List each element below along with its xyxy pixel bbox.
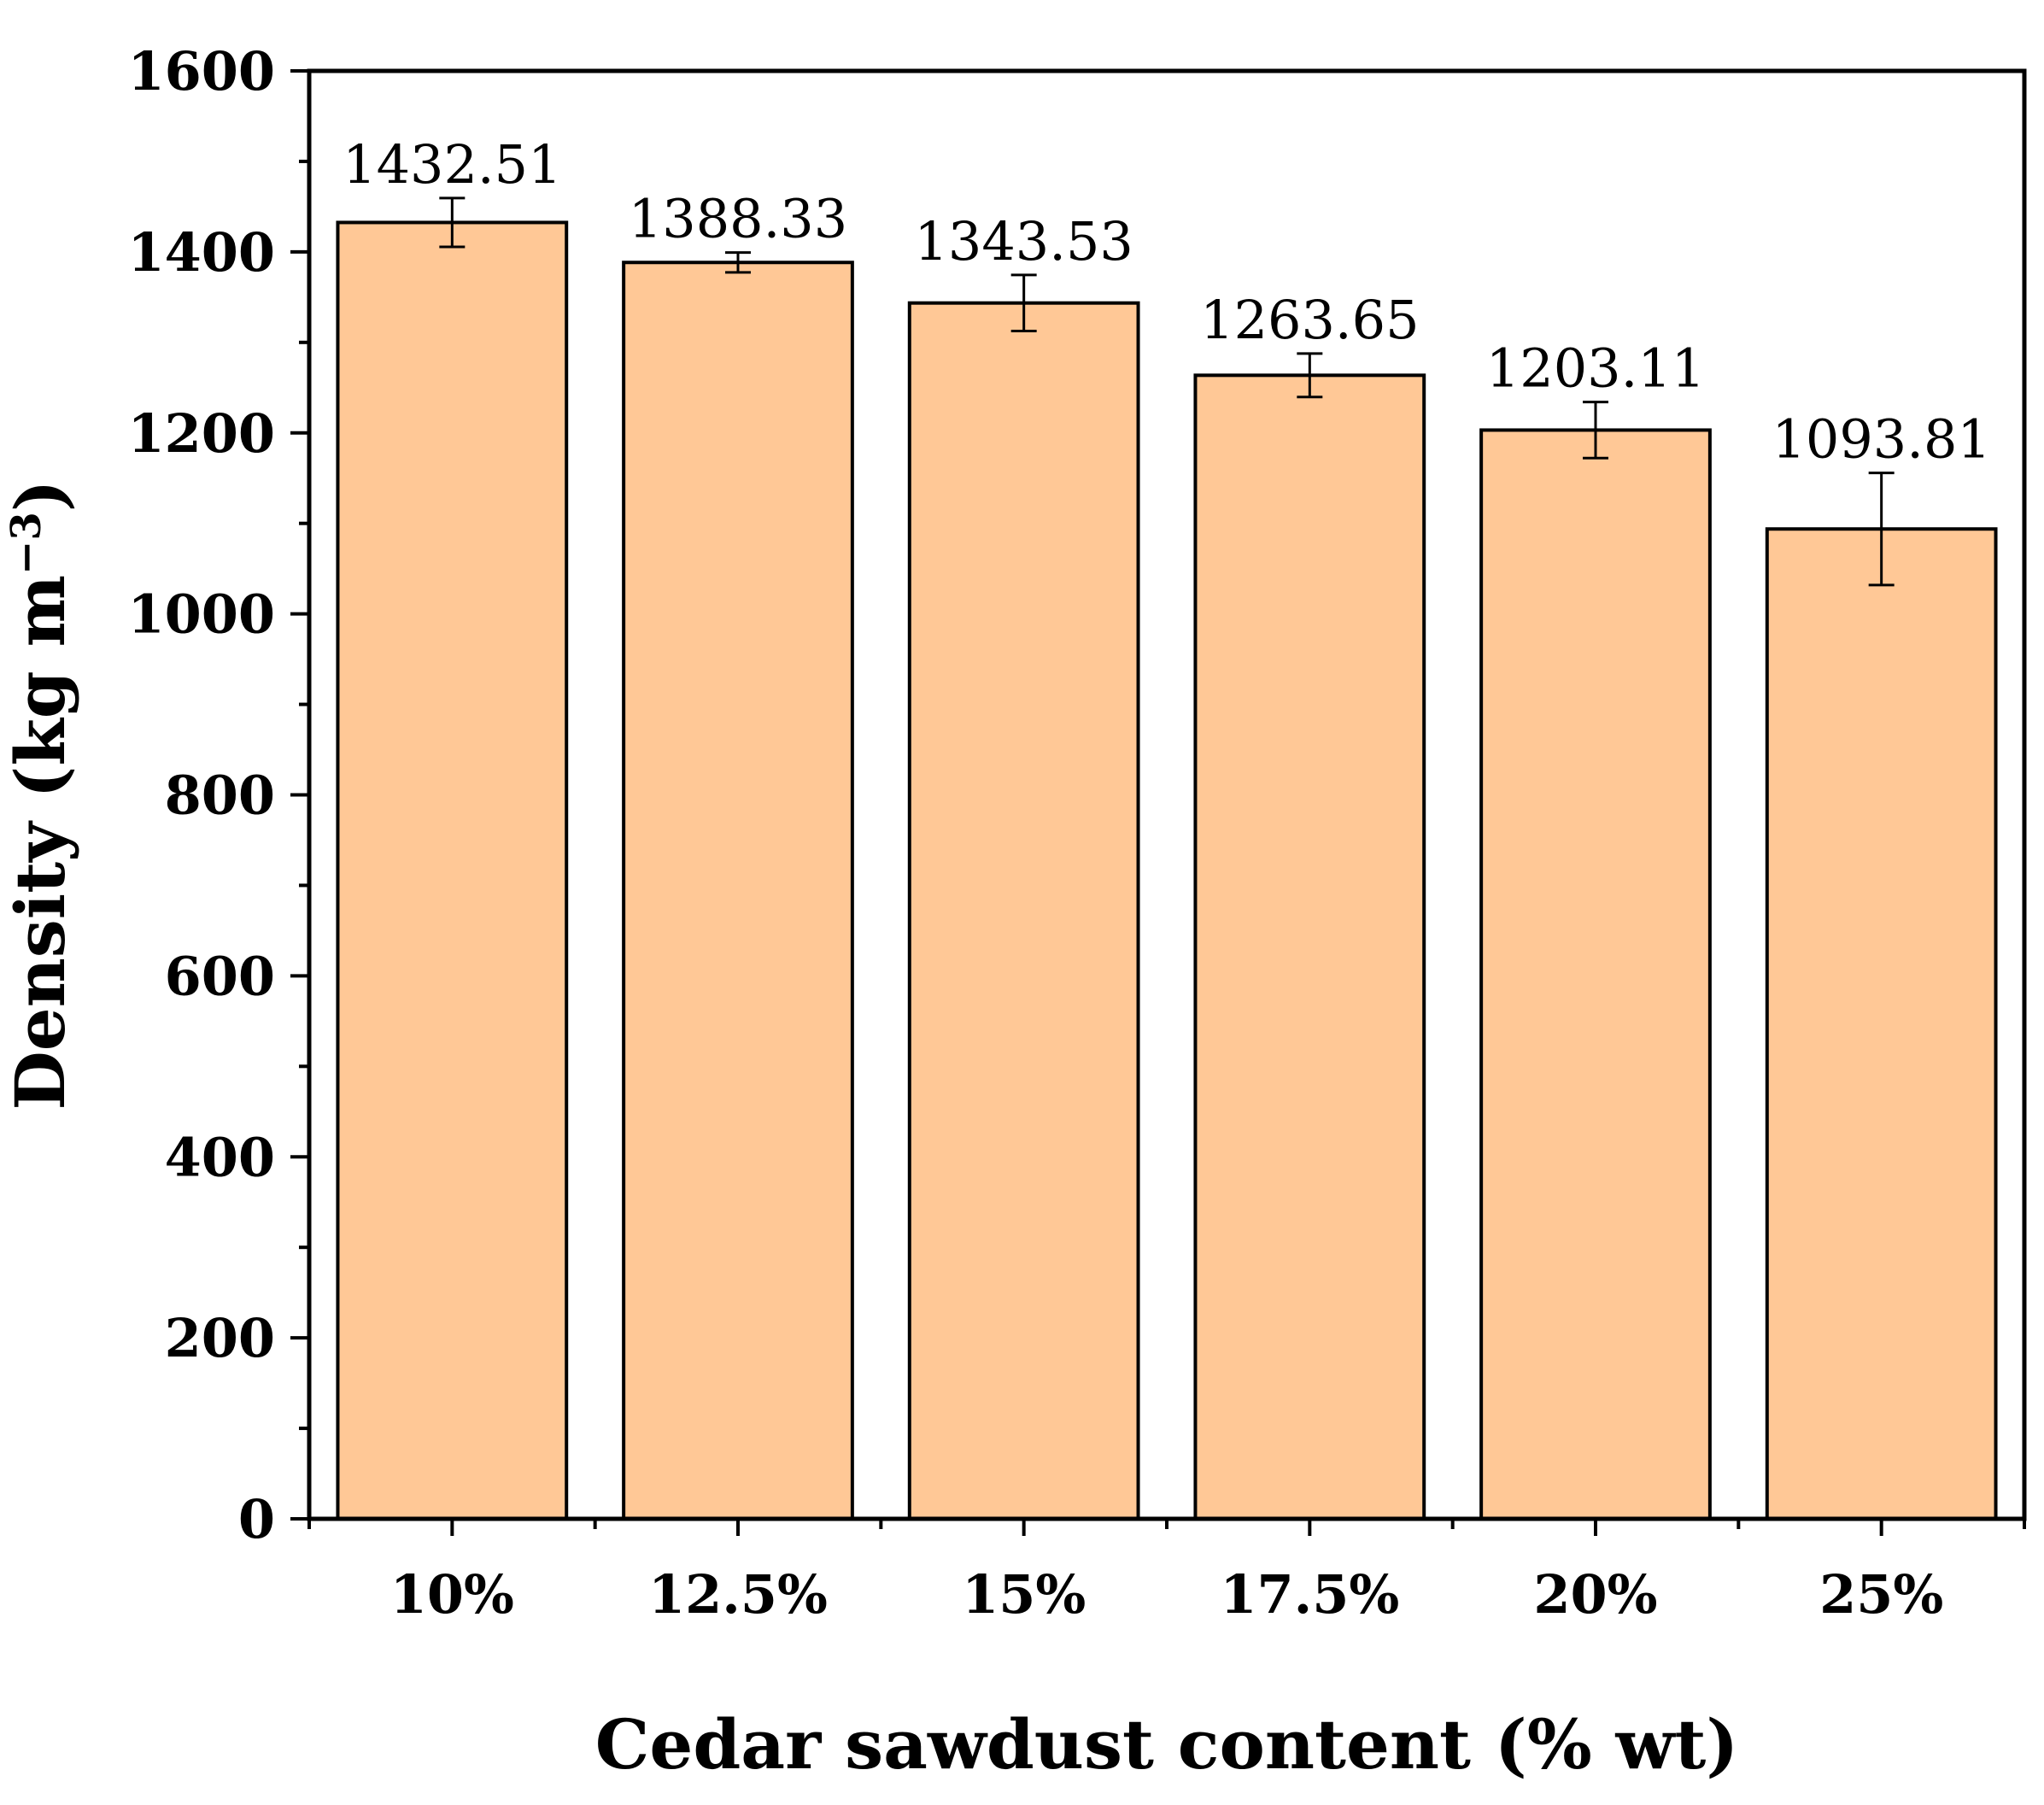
error-bar-5	[1583, 401, 1608, 460]
y-axis-title: Density (kg m−3)	[0, 479, 80, 1110]
y-tick-label-4: 600	[165, 945, 275, 1007]
data-label-6: 1093.81	[1772, 408, 1990, 471]
bars-layer	[336, 220, 1998, 1521]
y-tick-label-9: 1600	[127, 40, 275, 103]
y-tick-label-3: 400	[165, 1126, 275, 1188]
y-tick-label-6: 1000	[127, 583, 275, 646]
x-tick-label-5: 20%	[1533, 1563, 1657, 1626]
data-label-3: 1343.53	[914, 210, 1133, 273]
x-axis-title: Cedar sawdust content (% wt)	[595, 1704, 1738, 1784]
bar-1	[336, 220, 569, 1521]
bar-3	[907, 301, 1140, 1521]
error-bar-3	[1010, 273, 1037, 333]
x-tick-label-3: 15%	[962, 1563, 1086, 1626]
y-axis-title-main: Density (kg m	[0, 575, 80, 1111]
error-bar-6	[1868, 472, 1895, 587]
data-label-5: 1203.11	[1486, 337, 1705, 400]
y-tick-label-7: 1200	[127, 402, 275, 465]
data-label-2: 1388.33	[629, 188, 847, 250]
error-bar-4	[1297, 352, 1323, 399]
error-bar-1	[439, 196, 466, 249]
bar-4	[1193, 373, 1426, 1521]
y-tick-label-5: 800	[165, 765, 275, 827]
data-labels-layer: 1432.51 1388.33 1343.53 1263.65 1203.11 1093.…	[343, 133, 1991, 471]
y-axis: 0 200 400 600 800 1000 1200 1400 1600	[127, 40, 309, 1550]
error-bar-2	[725, 251, 751, 274]
data-label-4: 1263.65	[1200, 289, 1419, 351]
data-label-1: 1432.51	[343, 133, 561, 196]
y-tick-label-8: 1400	[127, 221, 275, 284]
x-tick-label-4: 17.5%	[1220, 1563, 1399, 1626]
error-bars-layer	[439, 196, 1895, 587]
x-tick-label-1: 10%	[390, 1563, 514, 1626]
x-tick-label-2: 12.5%	[648, 1563, 828, 1626]
y-tick-label-1: 0	[238, 1488, 275, 1550]
bar-5	[1479, 428, 1712, 1521]
y-axis-title-close: )	[0, 479, 80, 512]
x-tick-label-6: 25%	[1819, 1563, 1943, 1626]
bar-2	[622, 261, 854, 1521]
y-tick-label-2: 200	[165, 1307, 275, 1369]
x-axis: 10% 12.5% 15% 17.5% 20% 25%	[307, 1519, 2026, 1626]
y-axis-title-superscript: −3	[3, 512, 50, 575]
bar-6	[1765, 527, 1998, 1521]
